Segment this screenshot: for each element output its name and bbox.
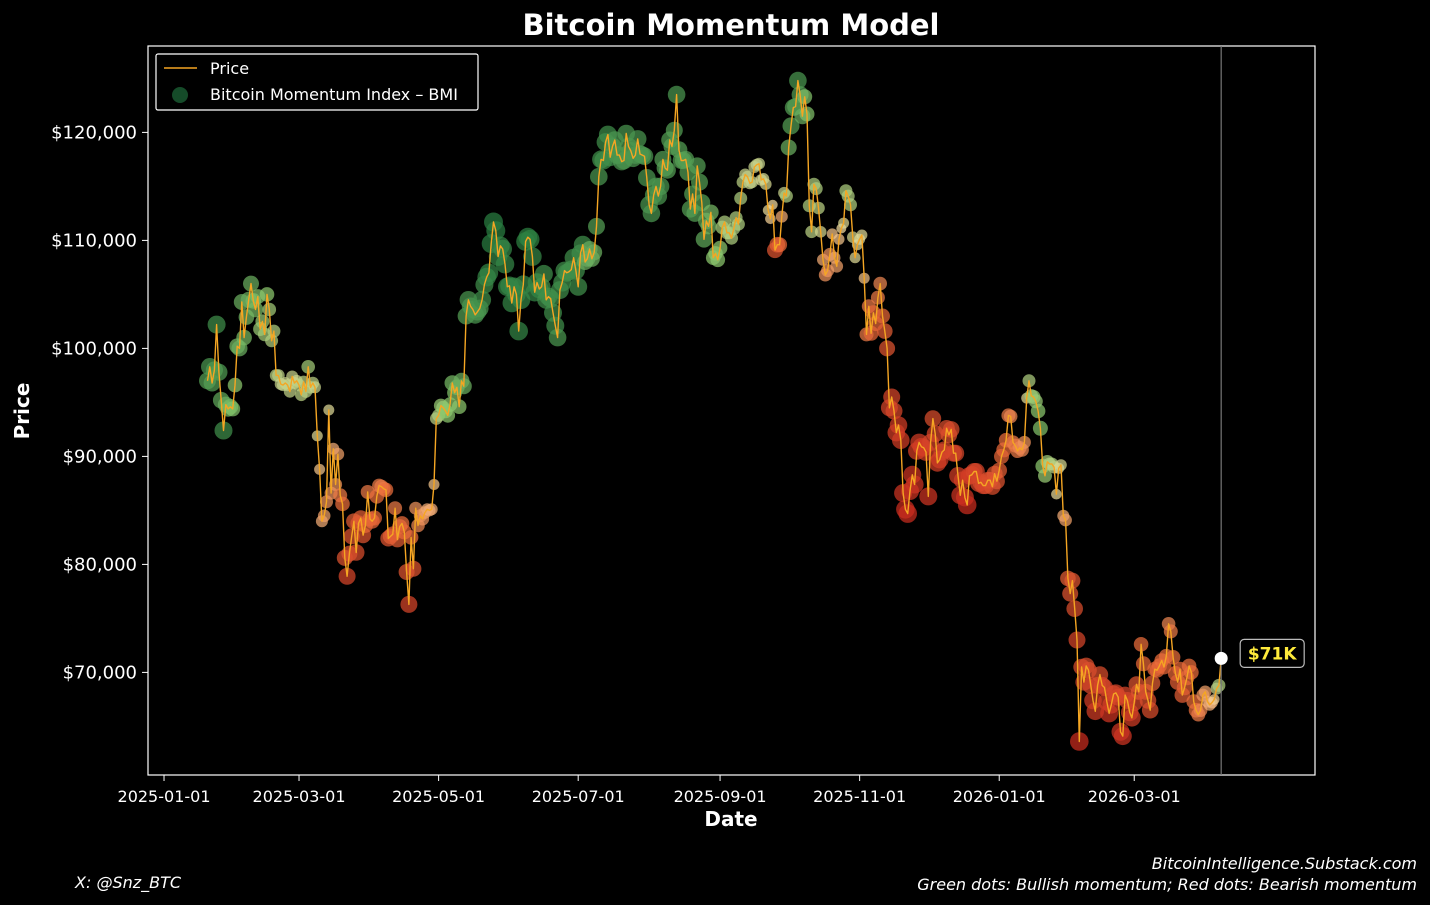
y-tick-label: $120,000 bbox=[51, 122, 137, 143]
legend-bmi-label: Bitcoin Momentum Index – BMI bbox=[210, 85, 458, 104]
x-tick-label: 2025-03-01 bbox=[253, 787, 346, 806]
legend-bmi-swatch bbox=[172, 87, 188, 103]
chart-title: Bitcoin Momentum Model bbox=[523, 8, 940, 42]
plot-frame bbox=[147, 45, 1316, 776]
x-tick-label: 2025-11-01 bbox=[813, 787, 906, 806]
x-tick-label: 2025-09-01 bbox=[674, 787, 767, 806]
x-tick-label: 2025-07-01 bbox=[532, 787, 625, 806]
y-axis: $70,000 $80,000 $90,000 $100,000 $110,000 $12… bbox=[51, 122, 148, 683]
footer-handle: X: @Snz_BTC bbox=[75, 873, 182, 892]
footer-legend-note: Green dots: Bullish momentum; Red dots: … bbox=[917, 875, 1417, 894]
y-tick-label: $90,000 bbox=[63, 446, 137, 467]
current-price-dot bbox=[1214, 651, 1228, 665]
legend-price-label: Price bbox=[210, 59, 249, 78]
current-price-marker: $71K bbox=[1214, 46, 1305, 775]
y-tick-label: $80,000 bbox=[63, 554, 137, 575]
y-tick-label: $100,000 bbox=[51, 338, 137, 359]
y-axis-label: Price bbox=[10, 383, 34, 440]
current-price-label: $71K bbox=[1248, 644, 1297, 664]
x-tick-label: 2026-03-01 bbox=[1088, 787, 1181, 806]
x-tick-label: 2025-01-01 bbox=[118, 787, 211, 806]
y-tick-label: $70,000 bbox=[63, 662, 137, 683]
x-axis-label: Date bbox=[704, 807, 757, 831]
x-axis: 2025-01-01 2025-03-01 2025-05-01 2025-07-01… bbox=[118, 775, 1181, 806]
footer-site: BitcoinIntelligence.Substack.com bbox=[1151, 854, 1417, 873]
x-tick-label: 2026-01-01 bbox=[953, 787, 1046, 806]
legend-box bbox=[155, 53, 479, 111]
legend: Price Bitcoin Momentum Index – BMI bbox=[155, 53, 479, 111]
footer-notes: BitcoinIntelligence.Substack.com Green d… bbox=[917, 853, 1417, 895]
y-tick-label: $110,000 bbox=[51, 230, 137, 251]
current-price-badge bbox=[1239, 638, 1305, 668]
price-line bbox=[206, 79, 1222, 743]
plot-area bbox=[199, 71, 1226, 751]
x-tick-label: 2025-05-01 bbox=[392, 787, 485, 806]
